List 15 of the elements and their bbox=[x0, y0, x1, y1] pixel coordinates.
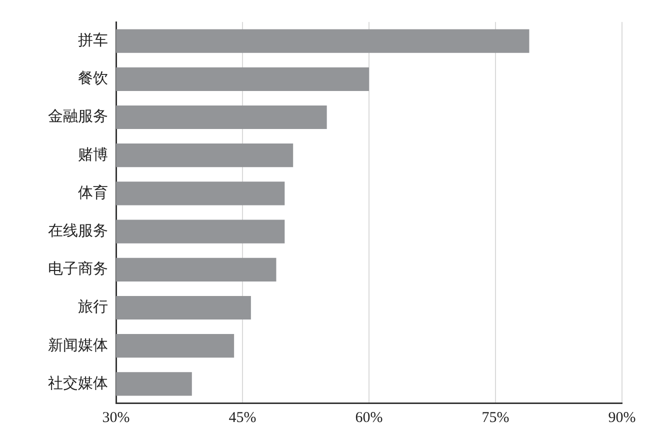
y-tick-label: 餐饮 bbox=[78, 70, 108, 88]
x-tick-label: 45% bbox=[228, 410, 256, 426]
x-tick-label: 75% bbox=[482, 410, 510, 426]
y-tick-label: 体育 bbox=[78, 184, 108, 202]
y-tick-label: 赌博 bbox=[78, 146, 108, 164]
y-tick-label: 旅行 bbox=[78, 298, 108, 316]
y-tick-label: 在线服务 bbox=[48, 222, 108, 240]
y-tick-label: 电子商务 bbox=[48, 260, 108, 278]
y-tick-label: 社交媒体 bbox=[48, 374, 108, 392]
y-tick-label: 拼车 bbox=[78, 32, 108, 49]
y-tick-label: 金融服务 bbox=[48, 108, 108, 126]
x-tick-label: 60% bbox=[355, 410, 383, 426]
x-tick-label: 90% bbox=[608, 410, 636, 426]
x-tick-label: 30% bbox=[102, 410, 130, 426]
y-tick-label: 新闻媒体 bbox=[48, 336, 108, 354]
